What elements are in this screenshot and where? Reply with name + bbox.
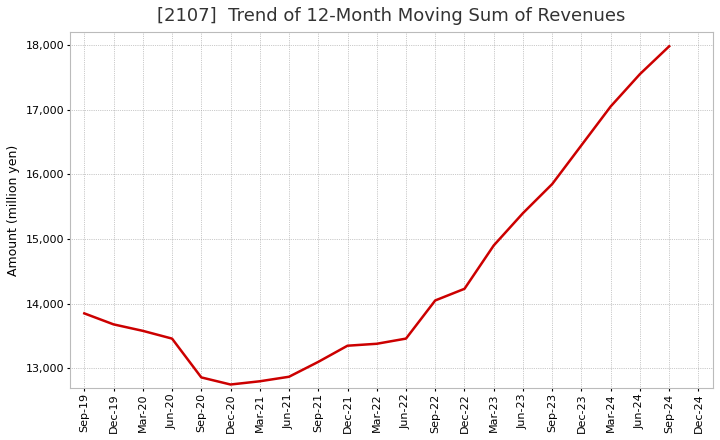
Title: [2107]  Trend of 12-Month Moving Sum of Revenues: [2107] Trend of 12-Month Moving Sum of R…: [157, 7, 626, 25]
Y-axis label: Amount (million yen): Amount (million yen): [7, 144, 20, 275]
